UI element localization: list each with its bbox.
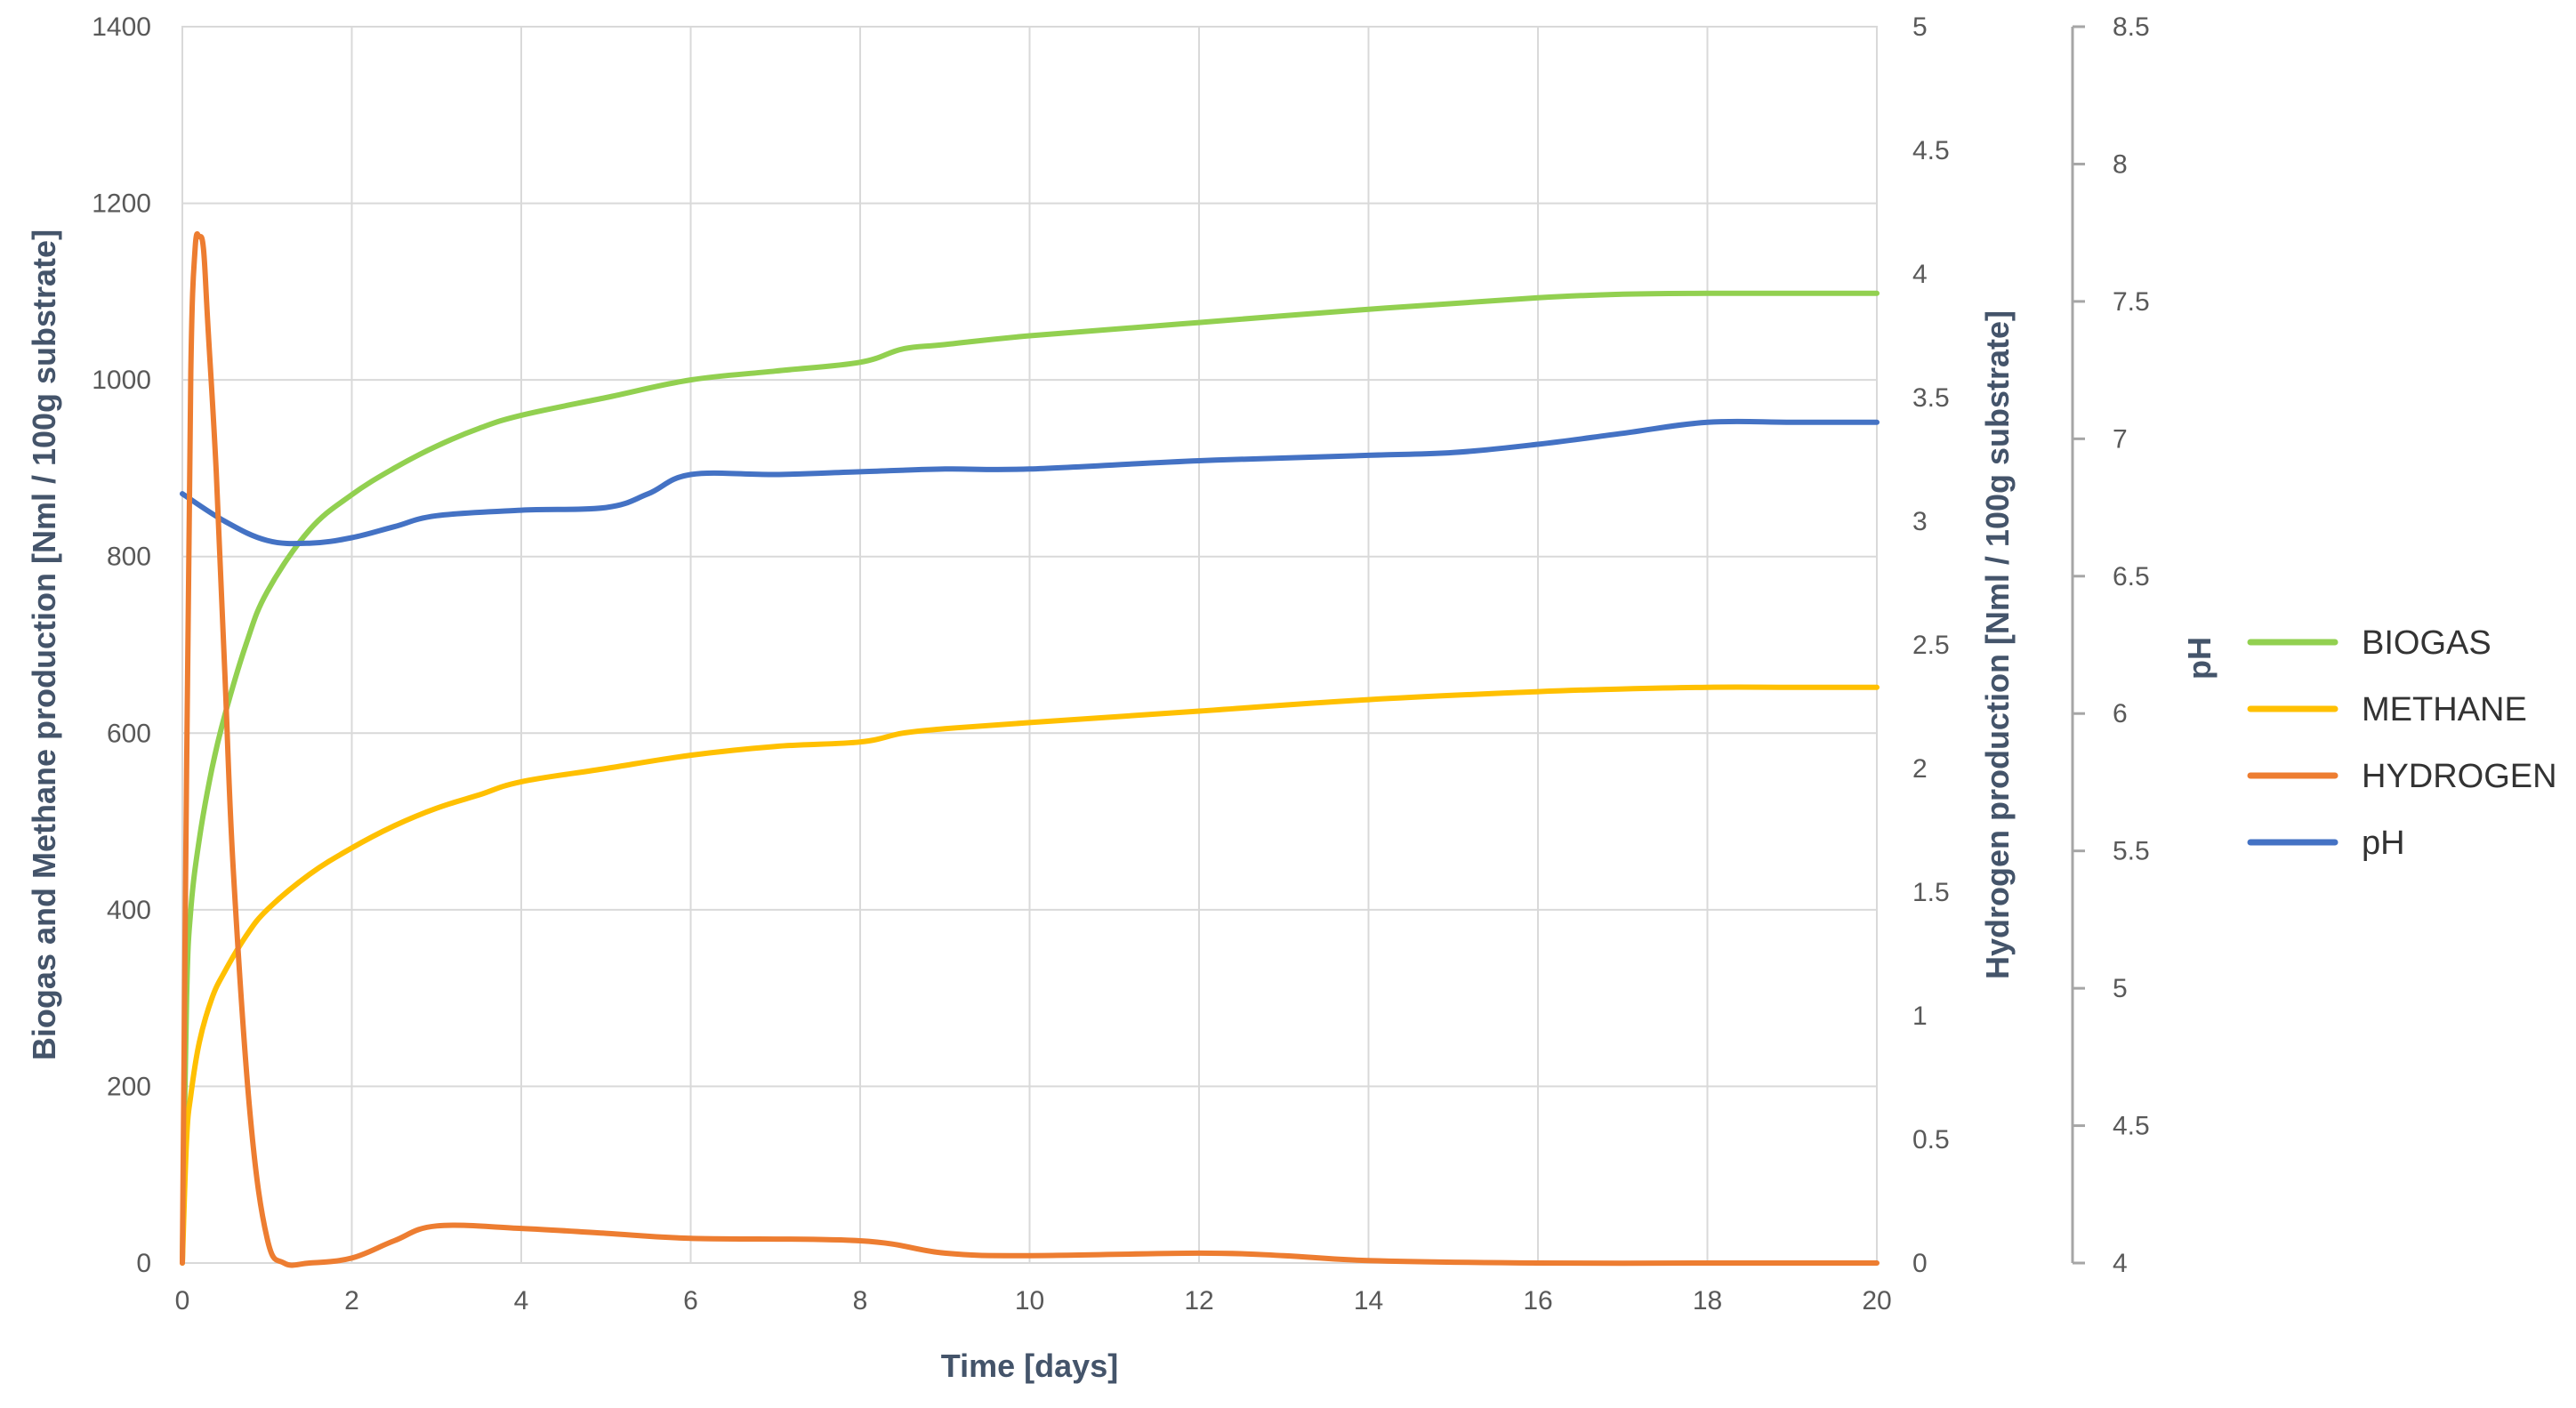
right-y-tick-label: 3 <box>1912 507 1928 536</box>
left-y-axis-title: Biogas and Methane production [Nml / 100… <box>26 229 62 1060</box>
ph-y-tick-label: 8.5 <box>2113 12 2150 42</box>
left-y-tick-label: 800 <box>107 543 151 572</box>
right-y-tick-label: 2 <box>1912 754 1928 784</box>
left-y-tick-label: 200 <box>107 1072 151 1101</box>
right-y-tick-label: 2.5 <box>1912 631 1950 660</box>
right-y-tick-label: 0.5 <box>1912 1125 1950 1155</box>
series-line-biogas <box>180 290 1880 1266</box>
right-y-tick-label: 4.5 <box>1912 136 1950 165</box>
x-tick-label: 4 <box>514 1286 529 1315</box>
right-y-tick-label: 1.5 <box>1912 878 1950 907</box>
series-line-hydrogen <box>180 230 1880 1268</box>
right-y-tick-label: 3.5 <box>1912 383 1950 413</box>
right-y-axis-title: Hydrogen production [Nml / 100g substrat… <box>1979 310 2016 979</box>
x-tick-label: 0 <box>175 1286 190 1315</box>
right-y-tick-label: 5 <box>1912 12 1928 42</box>
right-y-tick-label: 0 <box>1912 1249 1928 1278</box>
x-tick-label: 14 <box>1354 1286 1383 1315</box>
legend-label-ph: pH <box>2362 825 2405 862</box>
ph-y-tick-label: 8 <box>2113 149 2128 179</box>
ph-y-tick-label: 7.5 <box>2113 287 2150 317</box>
legend-label-biogas: BIOGAS <box>2362 624 2491 662</box>
ph-y-tick-label: 5.5 <box>2113 837 2150 866</box>
ph-axis-title: pH <box>2181 637 2218 680</box>
axis-layer: 0 2 4 6 8 10 12 14 16 18 2002004006008001000120014… <box>26 12 2218 1384</box>
right-y-tick-label: 1 <box>1912 1002 1928 1031</box>
right-y-tick-label: 4 <box>1912 260 1928 289</box>
left-y-tick-label: 1000 <box>92 366 151 395</box>
series-layer <box>180 230 1880 1268</box>
x-tick-label: 16 <box>1523 1286 1552 1315</box>
ph-y-tick-label: 4 <box>2113 1249 2128 1278</box>
left-y-tick-label: 600 <box>107 719 151 748</box>
series-line-methane <box>180 684 1880 1266</box>
series-line-ph <box>180 418 1880 547</box>
x-tick-label: 6 <box>683 1286 698 1315</box>
left-y-tick-label: 0 <box>136 1249 151 1278</box>
legend-layer: BIOGAS METHANE HYDROGEN pH <box>2247 624 2557 862</box>
ph-y-tick-label: 4.5 <box>2113 1112 2150 1141</box>
left-y-tick-label: 1400 <box>92 12 151 42</box>
x-tick-label: 20 <box>1862 1286 1891 1315</box>
ph-y-tick-label: 6.5 <box>2113 562 2150 591</box>
x-tick-label: 18 <box>1693 1286 1722 1315</box>
legend-label-hydrogen: HYDROGEN <box>2362 758 2557 795</box>
legend-label-methane: METHANE <box>2362 691 2527 728</box>
x-tick-label: 10 <box>1015 1286 1044 1315</box>
left-y-tick-label: 400 <box>107 896 151 925</box>
x-tick-label: 8 <box>853 1286 868 1315</box>
x-axis-title: Time [days] <box>941 1348 1118 1384</box>
grid-layer <box>181 26 1878 1264</box>
left-y-tick-label: 1200 <box>92 189 151 219</box>
x-tick-label: 2 <box>344 1286 359 1315</box>
ph-y-tick-label: 5 <box>2113 974 2128 1003</box>
x-tick-label: 12 <box>1184 1286 1213 1315</box>
ph-y-tick-label: 6 <box>2113 699 2128 728</box>
ph-y-tick-label: 7 <box>2113 424 2128 454</box>
